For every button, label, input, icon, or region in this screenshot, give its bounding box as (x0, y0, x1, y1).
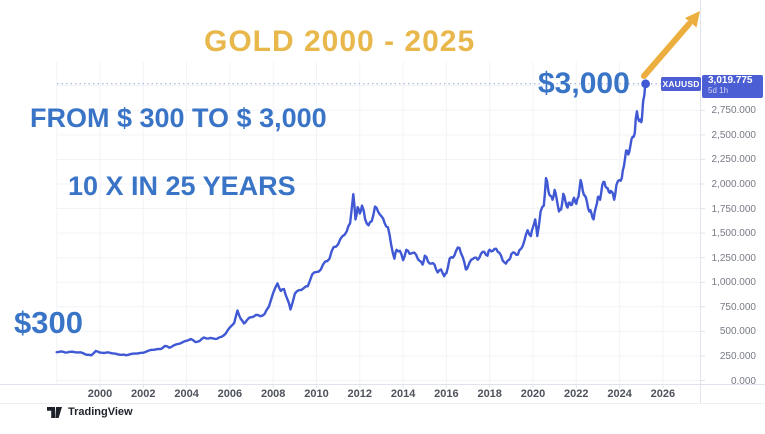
price-label: 2,250.000 (711, 154, 757, 166)
price-label: 1,250.000 (711, 252, 757, 264)
tradingview-wordmark: TradingView (68, 406, 133, 418)
time-axis-separator (0, 384, 765, 385)
time-label: 2004 (174, 388, 199, 400)
price-label: 2,000.000 (711, 179, 757, 190)
price-label: 500.000 (719, 326, 756, 338)
up-arrow-head (685, 11, 700, 28)
symbol-tag-label: XAUUSD (662, 78, 700, 89)
gold-price-series (55, 82, 647, 357)
price-label: 750.000 (719, 301, 756, 313)
price-label: 2,750.000 (711, 105, 757, 117)
price-label: 1,000.000 (711, 277, 757, 289)
time-label: 2020 (520, 388, 546, 400)
current-price-value: 3,019.775 (708, 75, 753, 87)
time-label: 2024 (607, 388, 632, 400)
price-label: 2,500.000 (711, 129, 757, 141)
price-label: 1,500.000 (711, 228, 757, 240)
time-label: 2022 (564, 388, 589, 400)
price-axis-separator (700, 0, 701, 403)
last-price-dot (641, 79, 650, 89)
time-label: 2018 (477, 388, 502, 400)
annotation-from-to: FROM $ 300 TO $ 3,000 (30, 103, 327, 133)
time-label: 2016 (434, 388, 459, 400)
tradingview-attribution[interactable]: TradingView (47, 406, 133, 418)
current-price-timeframe: 5d 1h (708, 85, 729, 95)
price-label: 0.000 (730, 375, 756, 387)
time-label: 2000 (87, 388, 113, 400)
symbol-tag: XAUUSD (661, 76, 701, 91)
time-label: 2006 (217, 388, 243, 400)
annotation-10x: 10 X IN 25 YEARS (68, 171, 296, 201)
time-label: 2008 (260, 388, 286, 400)
up-arrow-shaft (641, 21, 692, 79)
annotation-end-price: $3,000 (538, 67, 630, 100)
time-label: 2010 (304, 388, 329, 400)
time-label: 2014 (390, 388, 416, 400)
price-label: 250.000 (719, 350, 756, 362)
annotation-start-price: $300 (14, 305, 83, 340)
price-label: 1,750.000 (711, 203, 757, 215)
current-price-tag: 3,019.775 5d 1h (702, 75, 763, 99)
chart-title: GOLD 2000 - 2025 (204, 25, 476, 58)
tradingview-logo-icon (47, 406, 62, 418)
time-label: 2002 (131, 388, 156, 400)
widget-bottom-border (0, 403, 765, 404)
time-label: 2026 (650, 388, 676, 400)
time-label: 2012 (347, 388, 373, 400)
